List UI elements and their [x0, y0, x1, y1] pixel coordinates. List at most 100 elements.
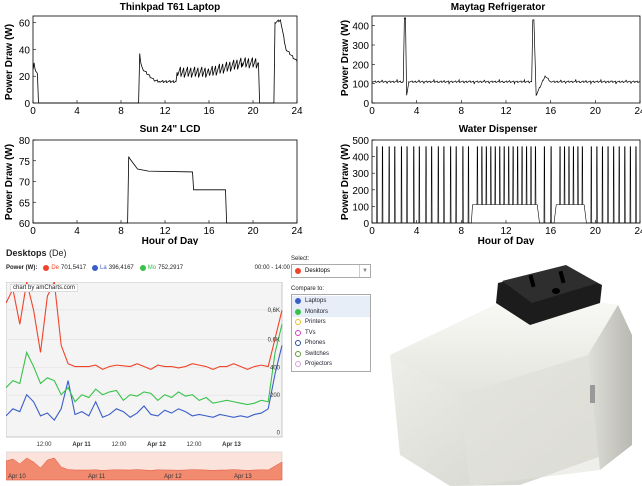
- series-line: [372, 146, 640, 224]
- series-line: [371, 17, 640, 97]
- plot-frame: [371, 139, 641, 224]
- x-tick-label: Apr 11: [72, 442, 91, 448]
- x-tick-label: 16: [545, 106, 557, 117]
- x-tick-label: 0: [30, 106, 36, 117]
- x-tick-label: 8: [459, 226, 465, 237]
- y-axis-label: Power Draw (W): [4, 24, 15, 100]
- chart-maytag: Maytag Refrigerator Power Draw (W) 0 100 2…: [340, 2, 642, 117]
- x-tick-label: 4: [414, 106, 420, 117]
- compare-item-label: Switches: [305, 350, 330, 357]
- y-tick-label: 0: [24, 99, 30, 110]
- device-top: [390, 293, 618, 395]
- legend-item-de[interactable]: De 701,5417: [43, 265, 86, 271]
- compare-item-monitors[interactable]: Monitors: [292, 306, 370, 317]
- legend-name: De: [51, 265, 60, 271]
- compare-item-laptops[interactable]: Laptops: [292, 296, 370, 307]
- navigator-label: Apr 10: [8, 474, 26, 480]
- compare-label: Compare to:: [291, 286, 325, 292]
- x-axis-label: Hour of Day: [478, 236, 535, 245]
- compare-item-projectors[interactable]: Projectors: [292, 359, 370, 370]
- y-tick-label: 0: [363, 99, 369, 110]
- chevron-down-icon[interactable]: ▼: [359, 265, 370, 277]
- navigator-label: Apr 13: [234, 474, 252, 480]
- y-axis-label: Power Draw (W): [340, 144, 351, 220]
- y-tick-label: 0: [363, 219, 369, 230]
- compare-item-phones[interactable]: Phones: [292, 338, 370, 349]
- y-tick-label: 300: [352, 169, 369, 180]
- time-range: 00:00 - 14:00: [254, 265, 290, 271]
- y-tick-label: 200: [352, 186, 369, 197]
- y-tick-label: 500: [352, 136, 369, 147]
- compare-dot: [295, 319, 301, 326]
- chart-thinkpad: Thinkpad T61 Laptop Power Draw (W) 02040…: [4, 2, 303, 117]
- chart-sun-lcd: Sun 24" LCD Power Draw (W) Hour of Day 6…: [4, 124, 303, 245]
- x-tick-label: 4: [414, 226, 420, 237]
- compare-item-tvs[interactable]: TVs: [292, 328, 370, 339]
- x-tick-label: Apr 12: [147, 442, 166, 448]
- x-tick-label: 24: [291, 106, 303, 117]
- y-axis-label: Power Draw (W): [4, 144, 15, 220]
- x-tick-label: 4: [74, 106, 80, 117]
- legend: De 701,5417 La 396,4167 Mo 752,2917: [37, 265, 183, 271]
- device-prong: [590, 385, 595, 403]
- legend-item-mo[interactable]: Mo 752,2917: [139, 265, 183, 271]
- compare-item-label: Printers: [305, 319, 326, 326]
- compare-dot: [295, 361, 301, 368]
- category-select[interactable]: Desktops ▼: [291, 264, 371, 278]
- y-tick-label: 60: [19, 219, 31, 230]
- compare-item-label: TVs: [305, 329, 316, 336]
- y-tick-label: 75: [19, 157, 31, 168]
- y-tick-label: 0,6K: [268, 308, 280, 314]
- compare-item-switches[interactable]: Switches: [292, 349, 370, 360]
- chart-title: Maytag Refrigerator: [451, 2, 546, 13]
- legend-item-la[interactable]: La 396,4167: [92, 265, 134, 271]
- category-color-dot: [295, 268, 301, 274]
- x-tick-label: 8: [459, 106, 465, 117]
- compare-list[interactable]: Laptops Monitors Printers TVs Phones Switches…: [291, 294, 371, 372]
- legend-dot: [139, 265, 146, 271]
- x-tick-label: 0: [30, 226, 36, 237]
- plot-frame: [32, 15, 298, 104]
- plot-area: [6, 282, 283, 438]
- compare-dot: [295, 298, 301, 305]
- x-tick-label: 16: [203, 226, 215, 237]
- compare-item-label: Monitors: [305, 308, 329, 315]
- x-tick-label: 12:00: [111, 442, 127, 448]
- legend-value: 396,4167: [108, 265, 134, 271]
- outlet-socket: [496, 265, 602, 325]
- y-tick-label: 400: [352, 22, 369, 33]
- device-front-face: [460, 355, 600, 486]
- navigator-label: Apr 12: [164, 474, 182, 480]
- x-tick-label: 24: [634, 106, 642, 117]
- compare-panel: Select: Desktops ▼ Compare to: Laptops Mo…: [291, 256, 371, 372]
- compare-item-label: Projectors: [305, 361, 333, 368]
- compare-item-label: Laptops: [305, 298, 327, 305]
- compare-item-printers[interactable]: Printers: [292, 317, 370, 328]
- compare-dot: [295, 340, 301, 347]
- legend-dot: [92, 265, 99, 271]
- x-tick-label: 4: [74, 226, 80, 237]
- x-tick-label: 8: [118, 106, 124, 117]
- chart-title: Sun 24" LCD: [140, 124, 201, 135]
- chart-title: Thinkpad T61 Laptop: [120, 2, 221, 13]
- y-tick-label: 100: [352, 202, 369, 213]
- chart-title: Water Dispenser: [459, 124, 538, 135]
- x-tick-label: 12:00: [36, 442, 52, 448]
- y-tick-label: 200: [352, 60, 369, 71]
- legend-name: La: [100, 265, 107, 271]
- navigator-series: [6, 457, 283, 481]
- compare-item-label: Phones: [305, 340, 326, 347]
- x-tick-label: 20: [247, 226, 259, 237]
- x-tick-label: 12:00: [186, 442, 202, 448]
- chart-water-dispenser: Water Dispenser Power Draw (W) Hour of D…: [340, 124, 642, 245]
- y-tick-label: 200: [270, 393, 281, 399]
- x-tick-label: 0: [369, 226, 375, 237]
- dashboard-header: Desktops (De) Power (W): De 701,5417 La 396…: [6, 248, 290, 271]
- chart-credit[interactable]: chart by amCharts.com: [10, 284, 79, 292]
- y-tick-label: 0,6K: [268, 337, 280, 343]
- y-tick-label: 0: [277, 430, 281, 436]
- x-tick-label: 0: [369, 106, 375, 117]
- power-meter-photo: [390, 265, 632, 486]
- dashboard-chart[interactable]: 0,6K 0,6K 400 200 0 12:00 Apr 11 12:00 Apr 12 12…: [6, 282, 290, 482]
- plot-frame: [32, 139, 298, 224]
